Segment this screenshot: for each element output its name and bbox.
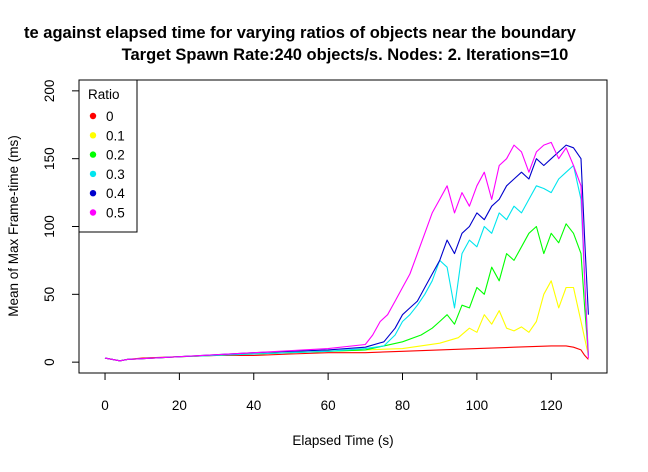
series-line-5 bbox=[104, 141, 589, 362]
x-axis: 0 20 40 60 80 100 120 bbox=[101, 372, 563, 413]
legend-marker-3 bbox=[89, 170, 97, 178]
y-tick-label-0: 0 bbox=[42, 358, 57, 366]
legend-label-5: 0.5 bbox=[106, 206, 125, 221]
y-axis-label: Mean of Max Frame-time (ms) bbox=[6, 135, 21, 317]
x-tick-label-1: 20 bbox=[172, 398, 187, 413]
legend-marker-5 bbox=[89, 209, 97, 216]
chart-subtitle: Target Spawn Rate:240 objects/s. Nodes: … bbox=[122, 46, 569, 64]
legend-marker-2 bbox=[89, 151, 97, 158]
series-line-4 bbox=[104, 144, 589, 362]
legend-marker-0 bbox=[89, 112, 97, 120]
y-axis: 0 50 100 150 200 bbox=[42, 80, 80, 366]
series-line-2 bbox=[104, 223, 589, 362]
legend-label-1: 0.1 bbox=[106, 128, 125, 143]
series-line-3 bbox=[104, 164, 589, 362]
y-tick-label-3: 150 bbox=[42, 147, 57, 170]
legend: Ratio 0 0.1 0.2 0.3 0.4 0.5 bbox=[78, 79, 138, 233]
y-tick-label-2: 100 bbox=[42, 215, 57, 238]
x-tick-label-4: 80 bbox=[395, 398, 410, 413]
legend-marker-1 bbox=[89, 132, 97, 139]
y-tick-label-4: 200 bbox=[42, 80, 57, 103]
x-tick-label-0: 0 bbox=[101, 398, 109, 413]
legend-box bbox=[78, 79, 138, 233]
legend-marker-4 bbox=[89, 190, 97, 197]
x-tick-label-6: 120 bbox=[540, 398, 563, 413]
legend-label-4: 0.4 bbox=[106, 186, 125, 201]
chart-title: te against elapsed time for varying rati… bbox=[24, 24, 577, 42]
plot-frame bbox=[78, 79, 608, 374]
y-tick-label-1: 50 bbox=[42, 287, 57, 302]
x-axis-label: Elapsed Time (s) bbox=[292, 433, 393, 448]
legend-title: Ratio bbox=[88, 87, 120, 102]
legend-label-0: 0 bbox=[106, 109, 114, 124]
x-tick-label-3: 60 bbox=[321, 398, 336, 413]
series-layer bbox=[104, 141, 589, 362]
legend-label-3: 0.3 bbox=[106, 167, 125, 182]
x-tick-label-5: 100 bbox=[466, 398, 489, 413]
legend-label-2: 0.2 bbox=[106, 148, 125, 163]
x-tick-label-2: 40 bbox=[246, 398, 261, 413]
